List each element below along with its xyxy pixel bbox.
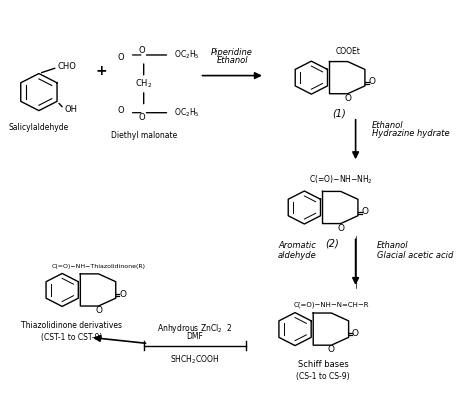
Text: CH$_2$: CH$_2$ xyxy=(135,78,152,90)
Text: O: O xyxy=(368,77,375,86)
Text: O: O xyxy=(117,53,124,61)
Text: (1): (1) xyxy=(332,109,346,119)
Text: Anhydrous ZnCl$_2$  2: Anhydrous ZnCl$_2$ 2 xyxy=(157,322,233,335)
Text: Diethyl malonate: Diethyl malonate xyxy=(110,131,177,140)
Text: O: O xyxy=(337,224,344,233)
Text: OC$_2$H$_5$: OC$_2$H$_5$ xyxy=(174,49,200,61)
Text: O: O xyxy=(119,290,126,298)
Text: (CST-1 to CST-9): (CST-1 to CST-9) xyxy=(41,333,102,342)
Text: C(=O)−NH−NH$_2$: C(=O)−NH−NH$_2$ xyxy=(309,173,373,186)
Text: Ethanol
Glacial acetic acid: Ethanol Glacial acetic acid xyxy=(376,241,453,261)
Text: O: O xyxy=(117,106,124,115)
Text: DMF: DMF xyxy=(186,332,203,342)
Text: +: + xyxy=(96,64,108,78)
Text: O: O xyxy=(344,94,351,103)
Text: Schiff bases: Schiff bases xyxy=(298,360,348,369)
Text: O: O xyxy=(361,207,368,216)
Text: Aromatic
aldehyde: Aromatic aldehyde xyxy=(278,241,317,261)
Text: Hydrazine hydrate: Hydrazine hydrate xyxy=(372,129,449,138)
Text: O: O xyxy=(352,329,359,338)
Text: (CS-1 to CS-9): (CS-1 to CS-9) xyxy=(296,372,350,381)
Text: COOEt: COOEt xyxy=(335,47,360,56)
Text: O: O xyxy=(328,345,335,354)
Text: (2): (2) xyxy=(326,238,339,249)
Text: O: O xyxy=(138,46,145,55)
Text: OH: OH xyxy=(64,105,77,114)
Text: Piperidine: Piperidine xyxy=(211,48,253,57)
Text: C(=O)−NH−Thiazolidinone(R): C(=O)−NH−Thiazolidinone(R) xyxy=(52,264,146,269)
Text: OC$_2$H$_5$: OC$_2$H$_5$ xyxy=(174,106,200,119)
Text: C(=O)−NH−N=CH−R: C(=O)−NH−N=CH−R xyxy=(293,301,369,308)
Text: O: O xyxy=(95,306,102,315)
Text: CHO: CHO xyxy=(57,62,76,71)
Text: Ethanol: Ethanol xyxy=(216,56,248,65)
Text: Salicylaldehyde: Salicylaldehyde xyxy=(9,123,69,132)
Text: SHCH$_2$COOH: SHCH$_2$COOH xyxy=(170,353,220,366)
Text: O: O xyxy=(138,113,145,122)
Text: Thiazolidinone derivatives: Thiazolidinone derivatives xyxy=(21,321,122,330)
Text: Ethanol: Ethanol xyxy=(372,120,403,129)
